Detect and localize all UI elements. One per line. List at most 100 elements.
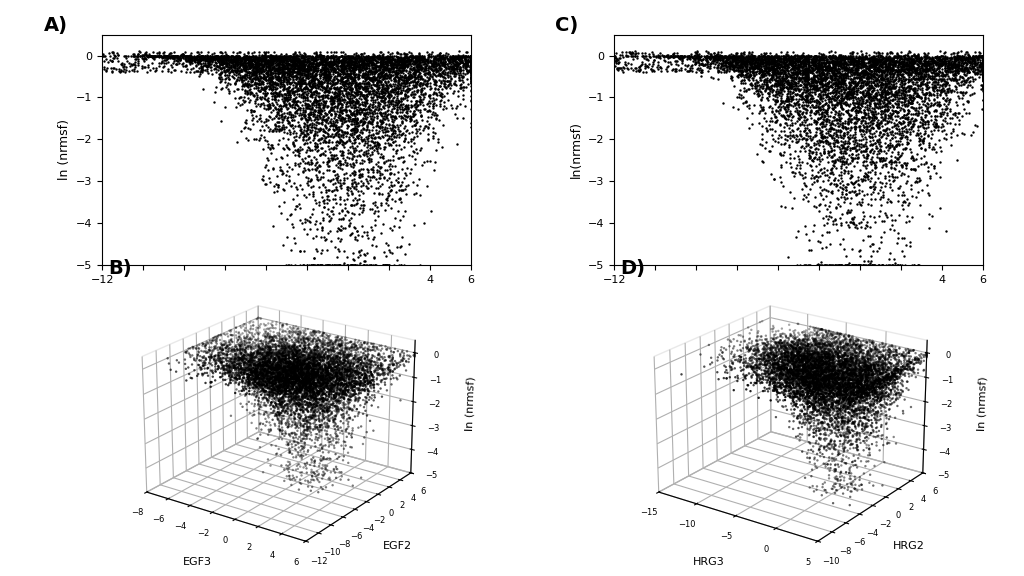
Point <box>693 55 710 65</box>
Point <box>279 79 295 88</box>
Point <box>879 62 895 71</box>
Point <box>837 166 853 176</box>
Point <box>816 107 833 116</box>
Point <box>276 83 293 92</box>
Point <box>244 56 260 65</box>
Point <box>374 60 390 69</box>
Point <box>375 88 391 97</box>
Point <box>271 65 288 74</box>
Point <box>261 57 278 66</box>
Point <box>307 97 324 106</box>
Point <box>298 192 314 202</box>
Point <box>165 52 181 61</box>
Point <box>714 63 730 72</box>
Point <box>463 52 479 62</box>
Point <box>390 103 407 112</box>
Point <box>171 54 187 63</box>
Point <box>317 58 334 67</box>
Point <box>697 55 714 64</box>
Point <box>927 105 943 115</box>
Point <box>787 63 804 72</box>
Point <box>780 58 797 67</box>
Point <box>347 109 364 118</box>
Point <box>734 62 751 71</box>
Point <box>775 58 792 67</box>
Point <box>96 51 113 60</box>
Point <box>820 211 837 221</box>
Point <box>283 51 299 60</box>
Point <box>269 58 286 67</box>
Point <box>918 65 934 74</box>
Point <box>892 59 908 68</box>
Point <box>190 55 207 64</box>
Point <box>840 205 856 214</box>
Point <box>340 56 356 65</box>
Point <box>308 69 325 78</box>
Point <box>281 99 297 108</box>
Point <box>295 56 311 66</box>
Point <box>701 52 718 61</box>
Point <box>708 51 724 60</box>
Point <box>893 67 909 76</box>
Point <box>839 183 855 192</box>
Point <box>364 156 380 165</box>
Point <box>814 78 830 88</box>
Point <box>888 90 904 99</box>
Point <box>423 65 439 74</box>
Point <box>840 59 856 68</box>
Point <box>939 53 955 62</box>
Point <box>290 62 306 71</box>
Point <box>854 59 870 68</box>
Point <box>783 82 800 92</box>
Point <box>377 88 393 97</box>
Point <box>278 74 294 83</box>
Point <box>166 54 182 63</box>
Point <box>840 53 856 62</box>
Point <box>889 120 905 129</box>
Point <box>975 65 991 74</box>
Point <box>421 74 437 83</box>
Point <box>254 77 270 86</box>
Point <box>259 56 275 65</box>
Point <box>870 59 887 68</box>
Point <box>838 146 854 155</box>
Point <box>332 78 348 88</box>
Point <box>820 88 837 97</box>
Point <box>749 55 765 65</box>
Point <box>350 51 367 60</box>
Point <box>829 60 846 69</box>
Point <box>801 246 817 255</box>
Point <box>826 53 843 62</box>
Point <box>760 62 776 71</box>
Point <box>973 60 989 69</box>
Point <box>361 75 378 84</box>
Point <box>331 89 347 98</box>
Point <box>879 70 895 79</box>
Point <box>326 64 342 73</box>
Point <box>855 96 871 105</box>
Point <box>811 73 827 82</box>
Point <box>903 164 920 173</box>
Point <box>392 96 409 105</box>
Point <box>876 75 892 85</box>
Point <box>307 79 324 88</box>
Point <box>799 114 815 123</box>
Point <box>451 73 467 82</box>
Point <box>356 84 373 93</box>
Point <box>857 164 873 173</box>
Point <box>809 67 825 76</box>
Point <box>836 76 852 85</box>
Point <box>399 52 416 62</box>
Point <box>350 195 367 204</box>
Point <box>319 137 336 146</box>
Point <box>139 60 156 69</box>
Point <box>329 75 345 84</box>
Point <box>362 75 379 84</box>
Point <box>707 52 723 62</box>
Point <box>738 113 755 123</box>
Point <box>878 112 894 121</box>
Point <box>783 92 800 101</box>
Point <box>932 101 948 110</box>
Point <box>770 73 786 82</box>
Point <box>947 72 964 81</box>
